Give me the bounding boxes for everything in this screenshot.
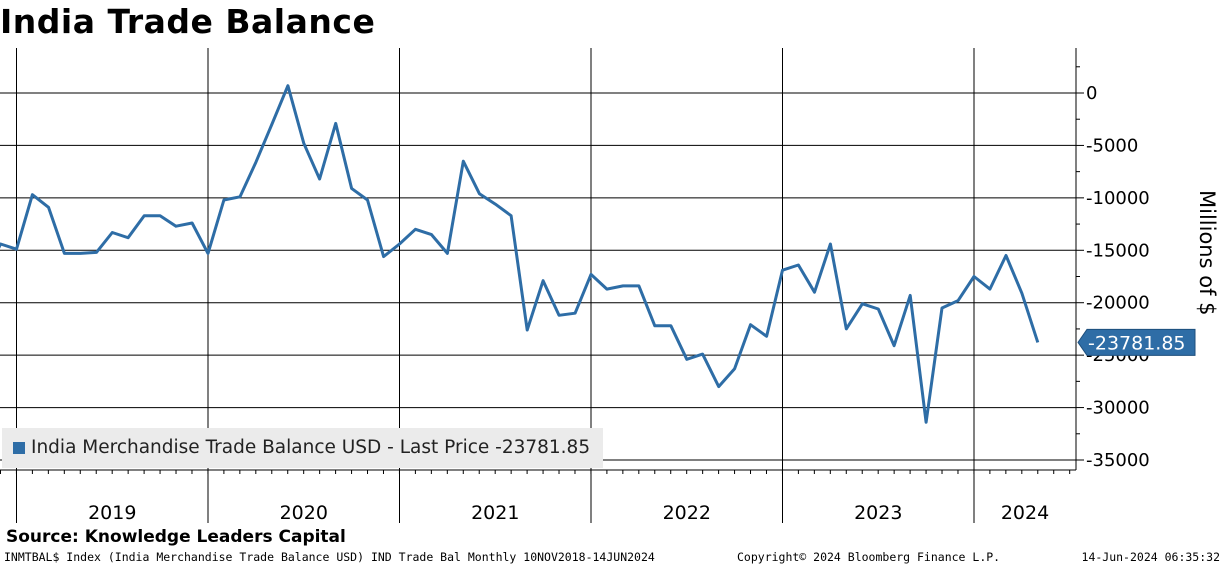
x-tick-label: 2019 bbox=[88, 502, 136, 524]
y-tick-label: -15000 bbox=[1086, 240, 1150, 261]
x-tick-label: 2021 bbox=[471, 502, 519, 524]
footer-timestamp: 14-Jun-2024 06:35:32 bbox=[1081, 550, 1220, 564]
source-label: Source: Knowledge Leaders Capital bbox=[6, 527, 346, 547]
y-tick-label: -35000 bbox=[1086, 450, 1150, 471]
y-tick-label: 0 bbox=[1086, 83, 1097, 104]
legend-label: India Merchandise Trade Balance USD - La… bbox=[31, 437, 591, 458]
x-tick-label: 2022 bbox=[663, 502, 711, 524]
footer-index-description: INMTBAL$ Index (India Merchandise Trade … bbox=[4, 550, 655, 564]
x-tick-label: 2024 bbox=[1001, 502, 1049, 524]
y-tick-label: -30000 bbox=[1086, 398, 1150, 419]
legend-swatch bbox=[13, 442, 25, 454]
y-tick-label: -5000 bbox=[1086, 135, 1138, 156]
chart-title: India Trade Balance bbox=[0, 2, 376, 41]
footer-copyright: Copyright© 2024 Bloomberg Finance L.P. bbox=[737, 550, 1001, 564]
x-tick-label: 2023 bbox=[854, 502, 902, 524]
legend: India Merchandise Trade Balance USD - La… bbox=[2, 428, 603, 468]
y-tick-label: -20000 bbox=[1086, 293, 1150, 314]
series-line bbox=[0, 84, 1040, 424]
x-tick-label: 2020 bbox=[280, 502, 328, 524]
last-value-label: -23781.85 bbox=[1088, 332, 1186, 354]
y-tick-label: -10000 bbox=[1086, 188, 1150, 209]
y-axis-title: Millions of $ bbox=[1195, 190, 1219, 316]
last-value-tag bbox=[1077, 328, 1196, 356]
